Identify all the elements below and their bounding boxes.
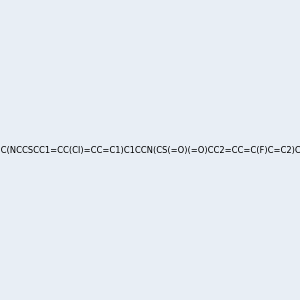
Text: O=C(NCCSCC1=CC(Cl)=CC=C1)C1CCN(CS(=O)(=O)CC2=CC=C(F)C=C2)CC1: O=C(NCCSCC1=CC(Cl)=CC=C1)C1CCN(CS(=O)(=O…: [0, 146, 300, 154]
